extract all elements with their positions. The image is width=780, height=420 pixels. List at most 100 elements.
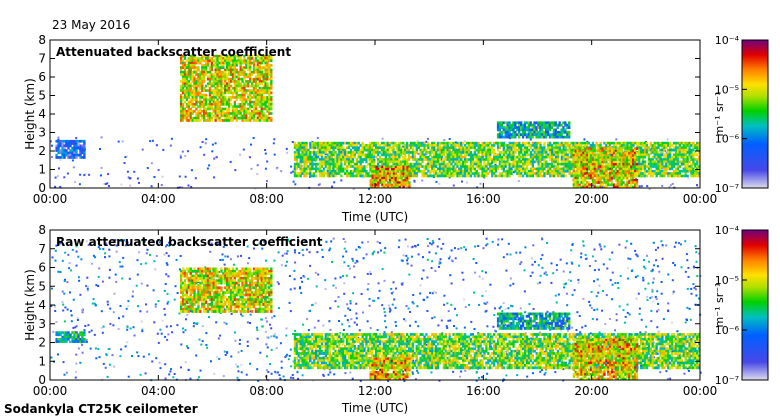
backscatter-cell <box>197 61 200 65</box>
backscatter-cell <box>471 172 474 175</box>
backscatter-cell <box>299 174 302 178</box>
backscatter-cell <box>384 144 387 147</box>
backscatter-cell <box>318 172 322 175</box>
backscatter-cell <box>386 162 389 166</box>
backscatter-cell <box>417 146 420 150</box>
backscatter-cell <box>334 162 337 166</box>
backscatter-cell <box>402 160 405 164</box>
backscatter-cell <box>293 158 297 161</box>
backscatter-cell <box>301 141 304 145</box>
backscatter-cell <box>436 141 440 145</box>
backscatter-cell <box>216 98 219 102</box>
backscatter-cell <box>77 142 80 145</box>
backscatter-cell <box>380 148 384 152</box>
backscatter-cell <box>241 61 244 65</box>
backscatter-cell <box>572 169 575 173</box>
backscatter-cell <box>566 165 569 168</box>
backscatter-cell <box>216 80 219 83</box>
backscatter-cell <box>347 162 351 166</box>
backscatter-cell <box>301 160 304 164</box>
backscatter-cell <box>185 89 189 92</box>
backscatter-cell <box>450 162 453 166</box>
backscatter-cell <box>355 146 358 150</box>
backscatter-cell <box>241 119 244 122</box>
backscatter-cell <box>634 141 637 145</box>
backscatter-cell <box>361 160 364 164</box>
backscatter-cell <box>365 155 368 159</box>
backscatter-cell <box>663 148 666 152</box>
backscatter-cell <box>326 174 329 178</box>
backscatter-cell <box>216 103 219 106</box>
backscatter-cell <box>322 167 326 171</box>
backscatter-cell <box>610 183 614 187</box>
backscatter-cell <box>510 162 513 166</box>
noise-cell <box>194 177 197 180</box>
backscatter-cell <box>669 144 672 147</box>
backscatter-cell <box>270 57 273 60</box>
backscatter-cell <box>231 114 235 118</box>
backscatter-cell <box>429 174 432 178</box>
backscatter-cell <box>384 162 387 166</box>
backscatter-cell <box>258 64 261 67</box>
backscatter-cell <box>237 73 240 76</box>
backscatter-cell <box>429 169 432 173</box>
backscatter-cell <box>83 146 86 150</box>
backscatter-cell <box>181 70 185 74</box>
backscatter-cell <box>199 103 202 106</box>
backscatter-cell <box>545 162 548 166</box>
backscatter-cell <box>349 162 353 166</box>
backscatter-cell <box>206 119 210 122</box>
backscatter-cell <box>672 169 676 173</box>
backscatter-cell <box>351 169 355 173</box>
backscatter-cell <box>59 151 62 155</box>
backscatter-cell <box>212 93 215 97</box>
backscatter-cell <box>268 93 271 97</box>
backscatter-cell <box>239 84 242 88</box>
backscatter-cell <box>254 87 258 90</box>
backscatter-cell <box>361 169 364 173</box>
backscatter-cell <box>231 96 235 99</box>
backscatter-cell <box>361 144 364 147</box>
noise-cell <box>63 176 66 179</box>
backscatter-cell <box>180 66 183 69</box>
backscatter-cell <box>315 162 318 166</box>
backscatter-cell <box>533 133 536 137</box>
backscatter-cell <box>678 146 681 150</box>
backscatter-cell <box>371 158 374 161</box>
backscatter-cell <box>541 169 544 173</box>
backscatter-cell <box>228 68 231 72</box>
noise-cell <box>666 138 669 141</box>
backscatter-cell <box>181 96 185 99</box>
backscatter-cell <box>494 155 498 159</box>
backscatter-cell <box>494 165 498 168</box>
backscatter-cell <box>406 146 409 150</box>
backscatter-cell <box>252 64 256 67</box>
backscatter-cell <box>436 146 440 150</box>
backscatter-cell <box>222 64 225 67</box>
backscatter-cell <box>365 148 368 152</box>
backscatter-cell <box>533 144 536 147</box>
backscatter-cell <box>533 123 536 127</box>
backscatter-cell <box>332 174 335 178</box>
backscatter-cell <box>429 151 432 154</box>
backscatter-cell <box>266 82 269 86</box>
backscatter-cell <box>216 100 219 104</box>
backscatter-cell <box>659 155 662 159</box>
backscatter-cell <box>336 169 339 173</box>
backscatter-cell <box>197 89 200 92</box>
backscatter-cell <box>553 174 556 178</box>
backscatter-cell <box>568 169 571 173</box>
backscatter-cell <box>386 158 389 161</box>
backscatter-cell <box>239 107 242 111</box>
backscatter-cell <box>398 148 401 152</box>
backscatter-cell <box>180 105 183 108</box>
backscatter-cell <box>342 141 345 145</box>
backscatter-cell <box>394 170 397 173</box>
backscatter-cell <box>189 70 192 74</box>
backscatter-cell <box>562 165 565 168</box>
backscatter-cell <box>193 109 196 113</box>
backscatter-cell <box>349 172 353 175</box>
feature-boundary-layer-top <box>293 141 701 178</box>
backscatter-cell <box>533 148 536 152</box>
backscatter-cell <box>183 73 187 76</box>
